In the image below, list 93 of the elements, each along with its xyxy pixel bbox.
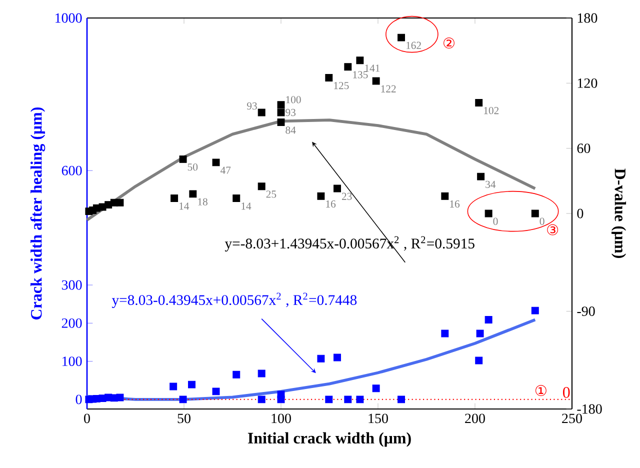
point bbox=[475, 98, 483, 106]
point bbox=[277, 396, 285, 404]
ref-line-label: 0 bbox=[562, 387, 570, 398]
data-label: 14 bbox=[242, 202, 252, 210]
point bbox=[398, 396, 406, 404]
y2-tick-label: 60 bbox=[577, 144, 590, 154]
y-tick-label: 200 bbox=[62, 318, 82, 328]
point bbox=[398, 34, 406, 42]
point bbox=[258, 182, 266, 190]
y-tick-label: 1000 bbox=[56, 13, 82, 23]
point bbox=[356, 396, 364, 404]
point bbox=[372, 384, 380, 392]
x-tick-label: 250 bbox=[562, 414, 582, 424]
point bbox=[232, 370, 240, 378]
data-label: 125 bbox=[334, 82, 349, 90]
data-label: 14 bbox=[180, 202, 190, 210]
data-label: 93 bbox=[247, 102, 257, 110]
point bbox=[484, 210, 492, 218]
data-label: 0 bbox=[540, 218, 544, 225]
point bbox=[344, 396, 352, 404]
point bbox=[334, 354, 341, 362]
x-tick-label: 50 bbox=[178, 414, 190, 424]
data-label: 50 bbox=[188, 163, 198, 171]
point bbox=[170, 194, 178, 202]
point bbox=[277, 101, 285, 109]
point bbox=[212, 388, 220, 396]
point bbox=[484, 316, 492, 324]
point bbox=[232, 194, 240, 202]
point bbox=[325, 396, 333, 404]
point bbox=[212, 158, 220, 166]
point bbox=[258, 370, 266, 378]
data-label: 0 bbox=[493, 218, 498, 225]
point bbox=[258, 396, 266, 404]
data-label: 18 bbox=[198, 198, 208, 206]
data-label: 16 bbox=[326, 200, 336, 208]
point bbox=[325, 74, 333, 82]
point bbox=[334, 184, 341, 192]
point bbox=[477, 172, 485, 180]
point bbox=[116, 198, 124, 206]
point bbox=[179, 396, 187, 404]
point bbox=[179, 155, 187, 163]
y2-tick-label: 120 bbox=[578, 78, 598, 88]
point bbox=[317, 192, 325, 200]
point bbox=[344, 63, 352, 71]
point bbox=[441, 330, 449, 338]
data-label: 135 bbox=[353, 71, 368, 78]
y2-axis-title: D-value (μm) bbox=[612, 168, 626, 258]
point bbox=[189, 190, 197, 198]
y2-tick-label: 0 bbox=[577, 208, 584, 218]
point bbox=[170, 382, 178, 390]
data-label: 23 bbox=[342, 192, 352, 200]
point bbox=[277, 108, 285, 116]
point bbox=[258, 108, 266, 116]
data-label: 100 bbox=[286, 96, 301, 104]
x-tick-label: 0 bbox=[84, 414, 90, 424]
x-tick-label: 100 bbox=[272, 414, 291, 424]
annotation: ③ bbox=[547, 224, 558, 236]
x-axis-title: Initial crack width (μm) bbox=[248, 432, 411, 447]
point bbox=[531, 306, 539, 314]
point bbox=[116, 394, 124, 402]
data-label: 16 bbox=[450, 200, 460, 208]
y2-tick-label: -90 bbox=[577, 306, 595, 316]
y-tick-label: 600 bbox=[62, 166, 82, 176]
point bbox=[317, 354, 325, 362]
data-label: 84 bbox=[286, 126, 296, 134]
annotation: ② bbox=[444, 37, 454, 48]
annotation: y=-8.03+1.43945x-0.00567x$^{2}$ , R$^{2}$=0.5915 bbox=[224, 236, 474, 252]
data-label: 102 bbox=[484, 106, 499, 114]
y-tick-label: 100 bbox=[62, 356, 82, 366]
data-label: 93 bbox=[286, 108, 296, 116]
y-axis-title: Crack width after healing (μm) bbox=[30, 107, 46, 320]
y2-tick-label: 180 bbox=[578, 13, 598, 23]
y-tick-label: 300 bbox=[62, 280, 82, 290]
y2-tick-label: -180 bbox=[577, 404, 602, 414]
data-label: 25 bbox=[266, 190, 276, 198]
point bbox=[277, 118, 285, 126]
point bbox=[475, 356, 483, 364]
annotation: y=8.03-0.43945x+0.00567x$^{2}$ , R$^{2}$=0.7448 bbox=[112, 292, 357, 308]
point bbox=[441, 192, 449, 200]
data-label: 34 bbox=[486, 180, 496, 188]
data-label: 162 bbox=[406, 42, 421, 49]
point bbox=[188, 380, 196, 388]
point bbox=[531, 210, 539, 218]
annotation: ① bbox=[535, 385, 546, 396]
x-tick-label: 150 bbox=[368, 414, 388, 424]
data-label: 141 bbox=[365, 64, 380, 72]
data-label: 47 bbox=[220, 166, 231, 174]
point bbox=[476, 330, 484, 338]
point bbox=[356, 56, 364, 64]
x-tick-label: 200 bbox=[465, 414, 485, 424]
y-tick-label: 0 bbox=[76, 394, 82, 404]
point bbox=[372, 77, 380, 85]
data-label: 122 bbox=[381, 85, 396, 92]
